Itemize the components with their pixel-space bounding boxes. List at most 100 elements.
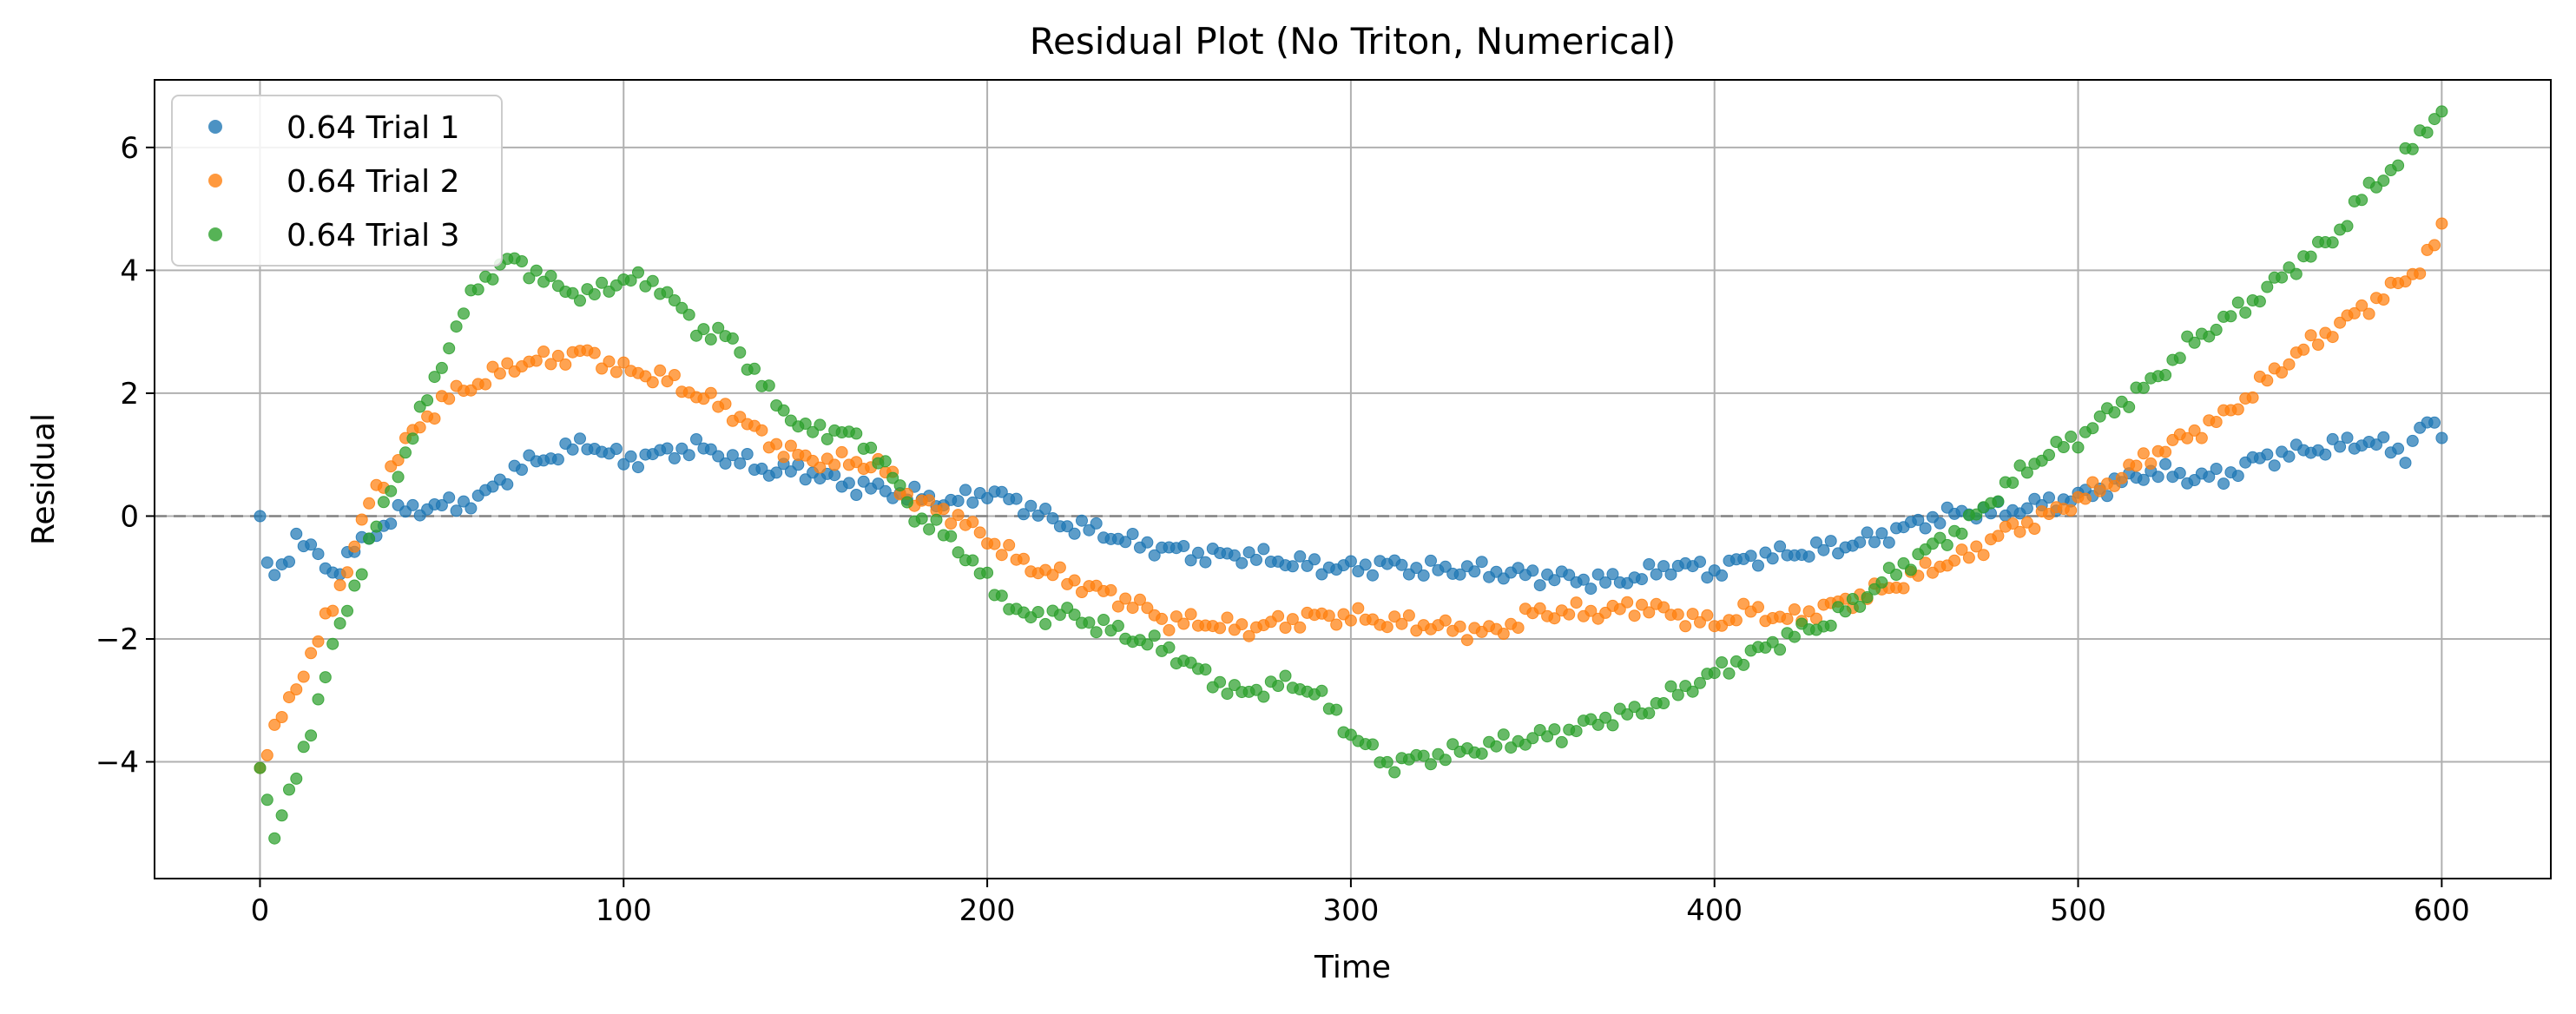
data-point — [1111, 619, 1124, 632]
data-point — [886, 471, 899, 484]
data-point — [2377, 431, 2390, 444]
data-point — [1090, 517, 1103, 530]
data-point — [952, 546, 965, 559]
data-point — [1111, 600, 1124, 613]
data-point — [755, 462, 768, 475]
data-point — [1380, 621, 1393, 634]
data-point — [1388, 610, 1401, 623]
data-point — [1367, 569, 1379, 582]
data-point — [1228, 679, 1241, 692]
data-point — [2341, 220, 2354, 233]
data-point — [2159, 369, 2172, 381]
legend-marker — [208, 227, 222, 241]
data-point — [348, 540, 361, 553]
data-point — [1686, 608, 1699, 621]
data-point — [2334, 440, 2347, 453]
data-point — [668, 451, 681, 464]
data-point — [341, 604, 353, 617]
series-1-points — [254, 416, 2448, 596]
data-point — [1031, 606, 1044, 618]
data-point — [2137, 381, 2150, 394]
data-point — [2362, 307, 2375, 320]
data-point — [609, 443, 623, 455]
data-point — [719, 398, 732, 411]
data-point — [2224, 310, 2237, 323]
data-point — [1788, 603, 1801, 616]
data-point — [2326, 331, 2339, 344]
data-point — [1774, 540, 1787, 553]
data-point — [1439, 754, 1452, 767]
legend-item: 0.64 Trial 3 — [208, 218, 460, 254]
data-point — [2276, 366, 2289, 379]
data-point — [2043, 449, 2055, 461]
data-point — [1533, 579, 1546, 592]
data-point — [1708, 667, 1721, 680]
data-point — [2144, 457, 2158, 470]
data-point — [2421, 126, 2434, 139]
y-tick-label: 2 — [120, 377, 139, 412]
data-point — [704, 386, 717, 399]
data-point — [516, 255, 528, 267]
data-point — [1076, 514, 1088, 527]
legend-box — [171, 95, 503, 267]
data-point — [2261, 374, 2274, 387]
data-point — [1854, 600, 1867, 613]
data-point — [1563, 569, 1576, 582]
data-point — [734, 457, 747, 470]
data-point — [428, 412, 441, 425]
data-point — [1584, 583, 1598, 596]
data-point — [1526, 564, 1539, 577]
data-point — [842, 477, 855, 490]
legend-marker — [208, 174, 222, 188]
data-point — [275, 711, 288, 723]
data-point — [1322, 609, 1335, 622]
data-point — [2326, 432, 2339, 445]
data-point — [1970, 540, 1983, 553]
data-point — [1948, 554, 1961, 567]
data-point — [1636, 598, 1648, 611]
data-point — [1664, 680, 1677, 693]
data-point — [2108, 406, 2121, 418]
data-point — [1126, 602, 1139, 615]
data-point — [305, 729, 318, 742]
data-point — [305, 647, 318, 660]
data-point — [1788, 630, 1801, 643]
data-point — [1912, 513, 1925, 526]
data-point — [1272, 680, 1285, 692]
data-point — [305, 538, 318, 551]
data-point — [2435, 431, 2448, 444]
data-point — [1104, 583, 1117, 596]
data-point — [1148, 629, 1161, 642]
data-point — [1977, 549, 1990, 562]
data-point — [2399, 457, 2412, 470]
data-point — [1184, 608, 1197, 621]
data-point — [1126, 528, 1139, 540]
data-point — [2355, 299, 2368, 312]
data-point — [668, 294, 681, 306]
data-point — [1395, 558, 1408, 571]
data-point — [283, 783, 295, 796]
data-point — [1221, 688, 1234, 701]
data-point — [1875, 527, 1888, 540]
data-point — [2006, 477, 2019, 489]
data-point — [1657, 601, 1670, 614]
data-point — [2210, 416, 2223, 428]
data-point — [260, 748, 273, 761]
data-point — [1636, 573, 1648, 586]
data-point — [828, 469, 841, 482]
data-point — [690, 433, 702, 445]
data-point — [1018, 508, 1030, 521]
legend-item: 0.64 Trial 2 — [208, 164, 460, 200]
data-point — [1817, 543, 1830, 556]
data-point — [1388, 766, 1401, 779]
data-point — [377, 496, 390, 509]
data-point — [1010, 492, 1023, 505]
data-point — [1242, 629, 1255, 642]
data-point — [1679, 620, 1692, 633]
data-point — [2086, 422, 2099, 435]
data-point — [1163, 623, 1176, 636]
data-point — [1577, 573, 1590, 586]
data-point — [1752, 559, 1764, 572]
data-point — [1628, 609, 1641, 622]
data-point — [2239, 306, 2252, 319]
